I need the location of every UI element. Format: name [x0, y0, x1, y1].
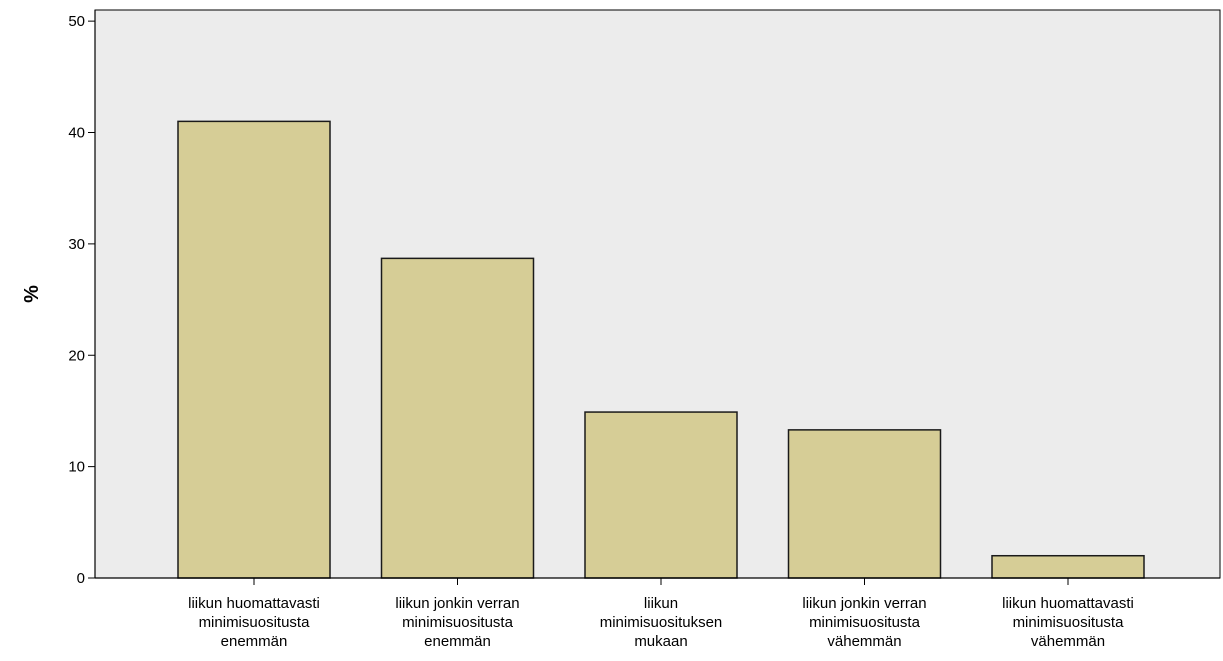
x-tick-label: liikun huomattavasti minimisuositusta enem…: [188, 595, 320, 650]
y-tick-label: 0: [77, 570, 85, 587]
y-tick-label: 20: [68, 347, 85, 364]
bar: [991, 554, 1145, 579]
bars: [177, 120, 1145, 579]
x-tick-label: liikun huomattavasti minimisuositusta vähe…: [1002, 595, 1134, 650]
y-axis-title: %: [21, 285, 43, 303]
x-tick-label: liikun jonkin verran minimisuositusta vähe…: [802, 595, 926, 650]
y-tick-label: 40: [68, 125, 85, 142]
bar: [787, 429, 942, 579]
bar: [380, 257, 535, 579]
y-axis-ticks: 0 10 20 30 40 50: [68, 13, 95, 587]
x-tick-label: liikun minimisuosituksen mukaan: [600, 595, 723, 650]
x-axis-ticks: liikun huomattavasti minimisuositusta enem…: [188, 578, 1134, 650]
bar: [177, 120, 331, 579]
x-tick-label: liikun jonkin verran minimisuositusta enem…: [395, 595, 519, 650]
y-tick-label: 10: [68, 459, 85, 476]
bar: [584, 411, 738, 579]
y-tick-label: 50: [68, 13, 85, 30]
y-tick-label: 30: [68, 236, 85, 253]
